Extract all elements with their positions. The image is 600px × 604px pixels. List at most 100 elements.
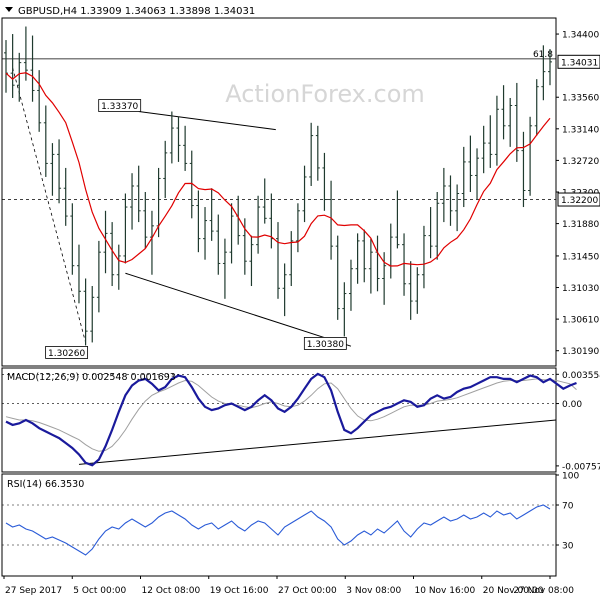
price-bar — [282, 263, 287, 317]
price-bar — [415, 267, 420, 314]
price-bar — [222, 238, 227, 299]
price-bar — [123, 193, 128, 264]
moving-average-line — [5, 72, 551, 267]
price-bar — [63, 167, 68, 226]
trendline-dashed — [12, 67, 86, 343]
macd-layer — [2, 372, 577, 467]
price-axis-label: 1.33140 — [562, 125, 599, 135]
price-bar — [169, 111, 174, 164]
rsi-layer — [2, 504, 556, 556]
price-bar — [90, 286, 95, 343]
price-bar — [488, 115, 493, 168]
price-axis-label: 1.31450 — [562, 252, 599, 262]
price-axis-label: 1.33560 — [562, 94, 599, 104]
price-bar — [335, 235, 340, 320]
macd-axis-label: -0.007579 — [562, 462, 600, 472]
time-axis-label: 3 Nov 08:00 — [346, 586, 401, 596]
price-bar — [315, 125, 320, 181]
price-bar — [441, 167, 446, 223]
price-bar — [276, 222, 280, 299]
price-bar — [435, 192, 440, 260]
current-price-tag-box — [557, 54, 600, 69]
price-bar — [448, 175, 453, 226]
price-bar — [50, 143, 55, 196]
axis-layer: 1.344001.335601.331401.327201.323001.318… — [3, 31, 600, 596]
price-bar — [481, 125, 486, 174]
price-bar — [256, 195, 261, 254]
rsi-line — [5, 504, 551, 556]
dropdown-triangle-icon[interactable] — [5, 7, 13, 12]
price-bar — [136, 165, 141, 223]
price-bar — [143, 192, 148, 249]
annotation-label: 1.33370 — [101, 102, 138, 112]
price-bar — [508, 97, 513, 147]
price-bar — [103, 210, 108, 274]
price-bar — [229, 203, 234, 264]
price-bar — [295, 203, 300, 253]
price-bar — [421, 225, 426, 289]
price-bar — [70, 203, 75, 275]
annotation-box — [45, 346, 89, 359]
time-axis-label: 27 Oct 00:00 — [278, 586, 337, 596]
price-bar — [203, 207, 208, 260]
price-axis-label: 1.34400 — [562, 31, 599, 41]
price-bar — [368, 238, 373, 294]
price-panel-title: GBPUSD,H4 1.33909 1.34063 1.33898 1.3403… — [18, 6, 255, 17]
annotation-label: 1.30380 — [307, 340, 344, 350]
price-bar — [43, 105, 48, 177]
macd-axis-label: 0.00 — [562, 400, 582, 410]
current-price-tag: 1.34031 — [561, 58, 598, 68]
price-bar — [249, 235, 254, 287]
price-axis-label: 1.30610 — [562, 316, 599, 326]
rsi-panel-title: RSI(14) 66.3530 — [7, 479, 84, 490]
price-bar — [329, 180, 334, 260]
price-bar — [528, 116, 533, 196]
price-bar — [355, 233, 360, 284]
price-bar — [76, 244, 81, 304]
rsi-axis-label: 30 — [562, 542, 574, 552]
price-bar — [83, 278, 88, 346]
price-bar — [163, 140, 168, 199]
price-axis-label: 1.31880 — [562, 220, 599, 230]
price-bar — [548, 49, 552, 86]
price-bar — [37, 70, 42, 132]
price-bar — [461, 146, 466, 208]
price-bar — [216, 214, 221, 275]
time-axis-label: 12 Oct 08:00 — [142, 586, 201, 596]
time-axis-label: 19 Oct 16:00 — [210, 586, 269, 596]
price-bar — [382, 252, 387, 305]
macd-panel-title: MACD(12,26,9) 0.002548 0.001693 — [7, 372, 176, 383]
price-bar — [309, 122, 314, 186]
price-bar — [30, 35, 35, 102]
price-bar — [196, 190, 201, 253]
price-bar — [130, 173, 135, 230]
price-bar — [395, 190, 400, 249]
price-bar — [428, 207, 433, 259]
price-bar — [23, 26, 28, 81]
price-bar — [17, 52, 22, 102]
price-bar — [183, 125, 188, 171]
price-bar — [96, 240, 101, 313]
time-axis-label: 10 Nov 16:00 — [415, 586, 476, 596]
annotation-box — [98, 99, 142, 112]
price-bar — [501, 85, 506, 140]
rsi-axis-label: 70 — [562, 502, 574, 512]
price-bar — [342, 282, 347, 337]
price-bar — [541, 45, 546, 101]
watermark: ActionForex.com — [225, 80, 425, 108]
support-price-tag: 1.32200 — [561, 196, 598, 206]
price-bar — [302, 165, 307, 223]
price-bar — [521, 131, 526, 208]
price-bar — [209, 188, 214, 241]
trendline-upper — [138, 111, 276, 131]
trendline-lower — [125, 272, 352, 347]
price-bar — [262, 178, 267, 224]
price-bar — [10, 34, 15, 98]
rsi-panel-frame — [1, 473, 557, 577]
price-axis-label: 1.30190 — [562, 347, 599, 357]
time-axis-label: 27 Sep 2017 — [5, 586, 62, 596]
support-price-tag-box — [557, 192, 600, 207]
price-bar — [408, 261, 413, 320]
price-bar — [514, 82, 519, 162]
